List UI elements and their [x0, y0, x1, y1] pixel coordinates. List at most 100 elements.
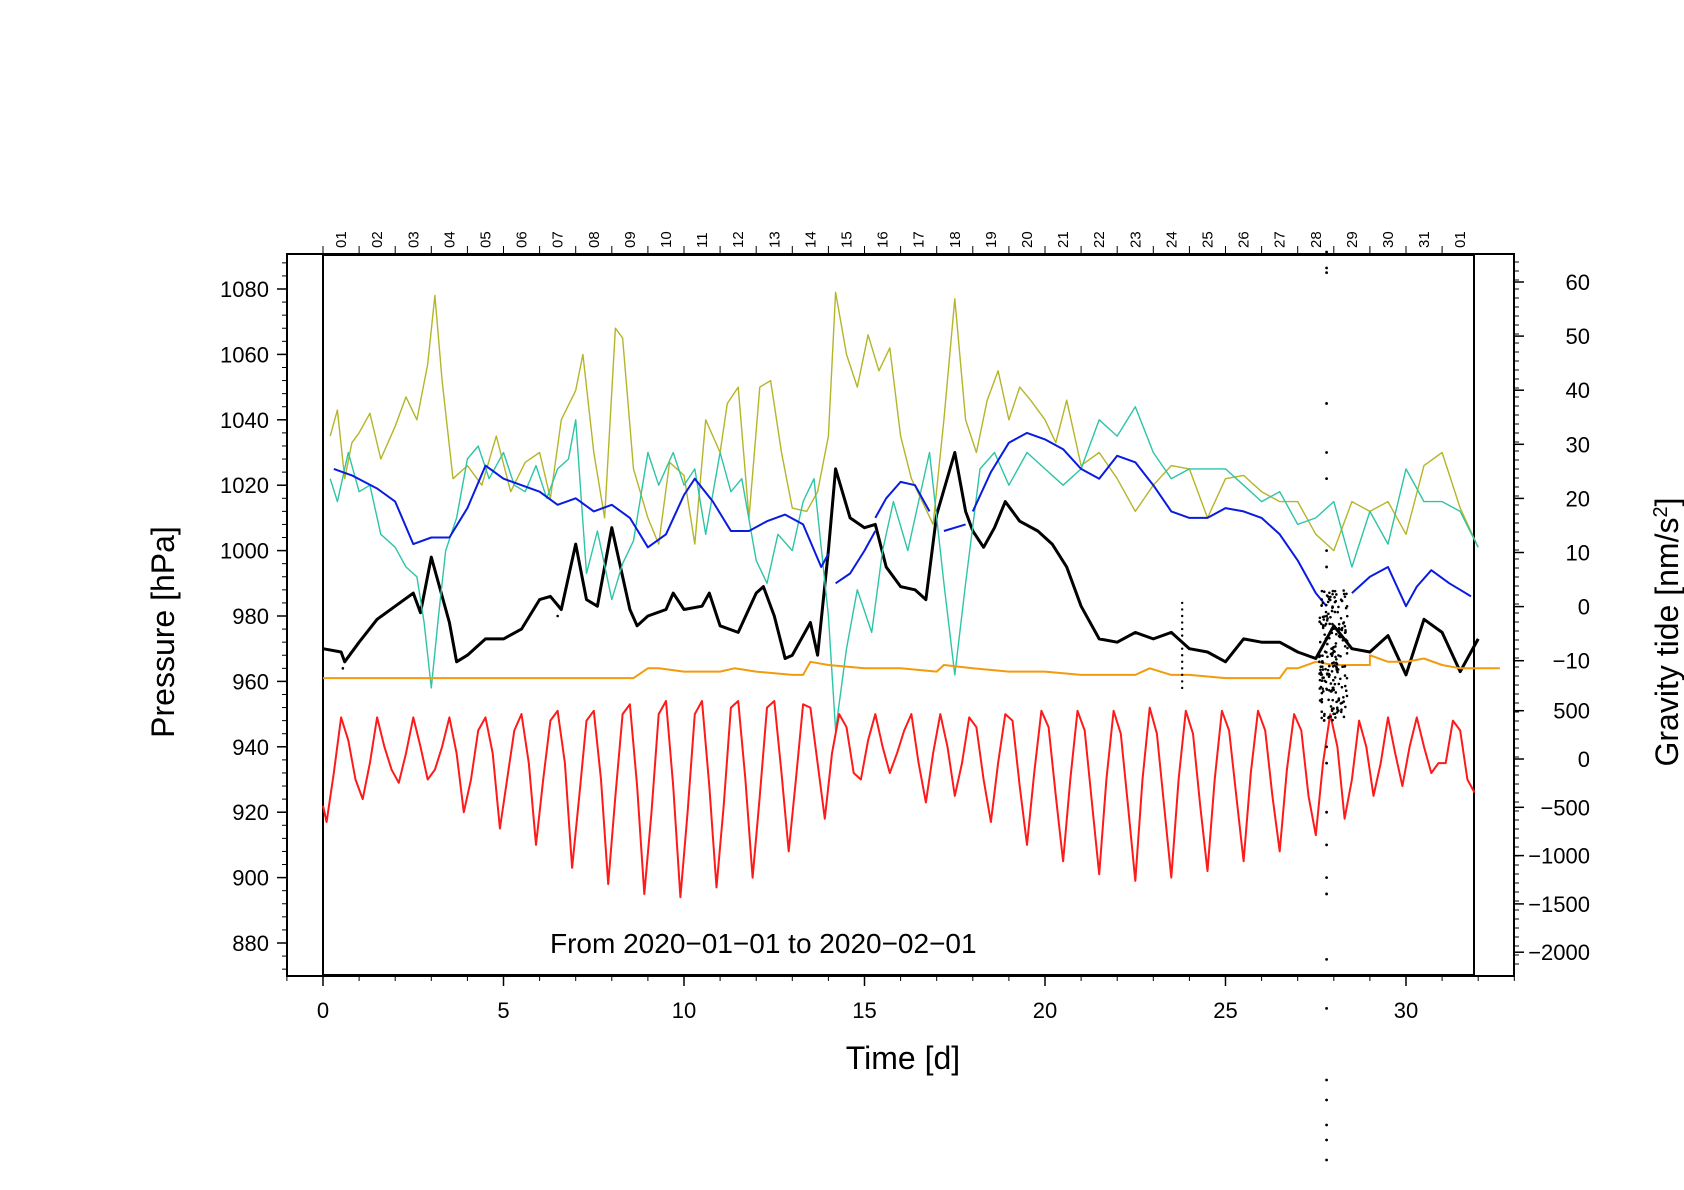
scatter-dot — [1320, 700, 1324, 704]
scatter-dot — [1330, 627, 1334, 631]
scatter-dot — [1337, 605, 1340, 609]
series-line-teal — [329, 406, 1479, 732]
scatter-dot — [1318, 640, 1322, 644]
scatter-dot — [1318, 678, 1322, 682]
scatter-dot — [1180, 680, 1184, 683]
series-line-blue — [943, 523, 966, 532]
top-day-label: 31 — [1416, 231, 1433, 248]
y-right-lower-tick-label: 500 — [1553, 699, 1590, 724]
top-day-label: 29 — [1344, 231, 1361, 248]
x-tick-label: 20 — [1033, 998, 1057, 1023]
scatter-dot — [1319, 668, 1322, 672]
series-line-blue — [1351, 566, 1472, 608]
scatter-dot — [1342, 621, 1346, 624]
scatter-dot — [1325, 266, 1328, 270]
scatter-dot — [1343, 644, 1347, 648]
scatter-dot — [1345, 592, 1348, 596]
scatter-dot — [1325, 957, 1328, 961]
scatter-dot — [1328, 689, 1331, 692]
scatter-dot — [1341, 638, 1345, 642]
scatter-dot — [1180, 614, 1184, 618]
x-tick-label: 30 — [1394, 998, 1418, 1023]
x-tick-label: 10 — [672, 998, 696, 1023]
scatter-dot — [1328, 591, 1331, 595]
scatter-dot — [1327, 664, 1331, 668]
y-axis-title-left: Pressure [hPa] — [145, 526, 181, 738]
top-day-label: 08 — [586, 231, 603, 248]
scatter-dot — [1340, 626, 1344, 630]
scatter-dot — [1344, 689, 1348, 693]
scatter-dot — [1326, 668, 1330, 672]
scatter-dot — [1180, 640, 1184, 644]
x-tick-label: 0 — [317, 998, 329, 1023]
y-left-tick-label: 880 — [232, 931, 269, 956]
scatter-dot — [1329, 615, 1332, 619]
scatter-dot — [1339, 710, 1343, 714]
scatter-dot — [1325, 1138, 1328, 1142]
scatter-dot — [1325, 250, 1328, 254]
scatter-dot — [1180, 686, 1184, 690]
scatter-dot — [1334, 599, 1338, 603]
scatter-dot — [1321, 654, 1324, 658]
scatter-dot — [341, 667, 345, 670]
scatter-dot — [1329, 682, 1333, 685]
scatter-dot — [1337, 622, 1341, 626]
y-axis-title-right-main: Gravity tide [nm/s — [1649, 518, 1684, 767]
top-day-label: 05 — [477, 231, 494, 248]
scatter-dot — [1332, 627, 1336, 631]
scatter-dot — [1325, 810, 1328, 814]
scatter-dot — [1342, 715, 1346, 719]
scatter-dot — [1320, 660, 1324, 664]
scatter-dot — [1180, 673, 1184, 677]
scatter-dot — [1330, 670, 1334, 673]
top-day-label: 23 — [1127, 231, 1144, 248]
series-line-blue — [333, 464, 830, 568]
top-day-label: 01 — [1452, 231, 1469, 248]
y-axis-title-right-sup: 2 — [1650, 506, 1672, 517]
y-axis-title-right: Gravity tide [nm/s2] — [1649, 498, 1684, 767]
scatter-dot — [1319, 685, 1323, 689]
top-day-label: 02 — [369, 231, 386, 248]
scatter-dot — [1337, 697, 1341, 700]
scatter-dot — [1180, 627, 1184, 631]
scatter-dot — [1325, 761, 1328, 765]
x-tick-label: 5 — [497, 998, 509, 1023]
top-day-label: 24 — [1163, 231, 1180, 248]
scatter-dot — [1321, 676, 1324, 680]
scatter-dot — [1338, 677, 1342, 681]
y-right-upper-tick-label: −10 — [1553, 649, 1590, 674]
plot-frame-inner — [322, 254, 1475, 976]
top-day-label: 16 — [875, 231, 892, 248]
top-day-label: 13 — [766, 231, 783, 248]
scatter-dot — [1325, 843, 1328, 847]
scatter-dot — [1180, 601, 1184, 605]
scatter-dot — [1342, 589, 1345, 592]
scatter-dot — [1322, 615, 1326, 618]
date-range-annotation: From 2020−01−01 to 2020−02−01 — [550, 928, 977, 959]
scatter-dot — [1331, 622, 1334, 626]
top-day-label: 30 — [1380, 231, 1397, 248]
top-day-label: 06 — [514, 231, 531, 248]
scatter-dot — [1325, 549, 1328, 552]
scatter-dot — [1321, 690, 1325, 693]
scatter-dot — [1340, 628, 1344, 632]
scatter-dot — [1180, 654, 1184, 657]
y-right-lower-tick-label: −1500 — [1528, 892, 1590, 917]
scatter-dot — [1343, 624, 1347, 628]
x-tick-label: 15 — [852, 998, 876, 1023]
scatter-dot — [1321, 687, 1324, 691]
scatter-dot — [1337, 654, 1340, 657]
y-left-tick-label: 1000 — [220, 539, 269, 564]
scatter-dot — [1324, 637, 1328, 640]
top-day-label: 26 — [1236, 231, 1253, 248]
y-right-lower-tick-label: −2000 — [1528, 940, 1590, 965]
scatter-dot — [1330, 609, 1334, 613]
series-line-blue — [835, 530, 877, 585]
series-line-blue — [874, 480, 931, 519]
scatter-dot — [1326, 595, 1330, 598]
scatter-dot — [1328, 622, 1331, 626]
scatter-group — [341, 250, 1349, 1162]
series-line-blue — [971, 431, 1328, 607]
scatter-dot — [1342, 592, 1346, 596]
